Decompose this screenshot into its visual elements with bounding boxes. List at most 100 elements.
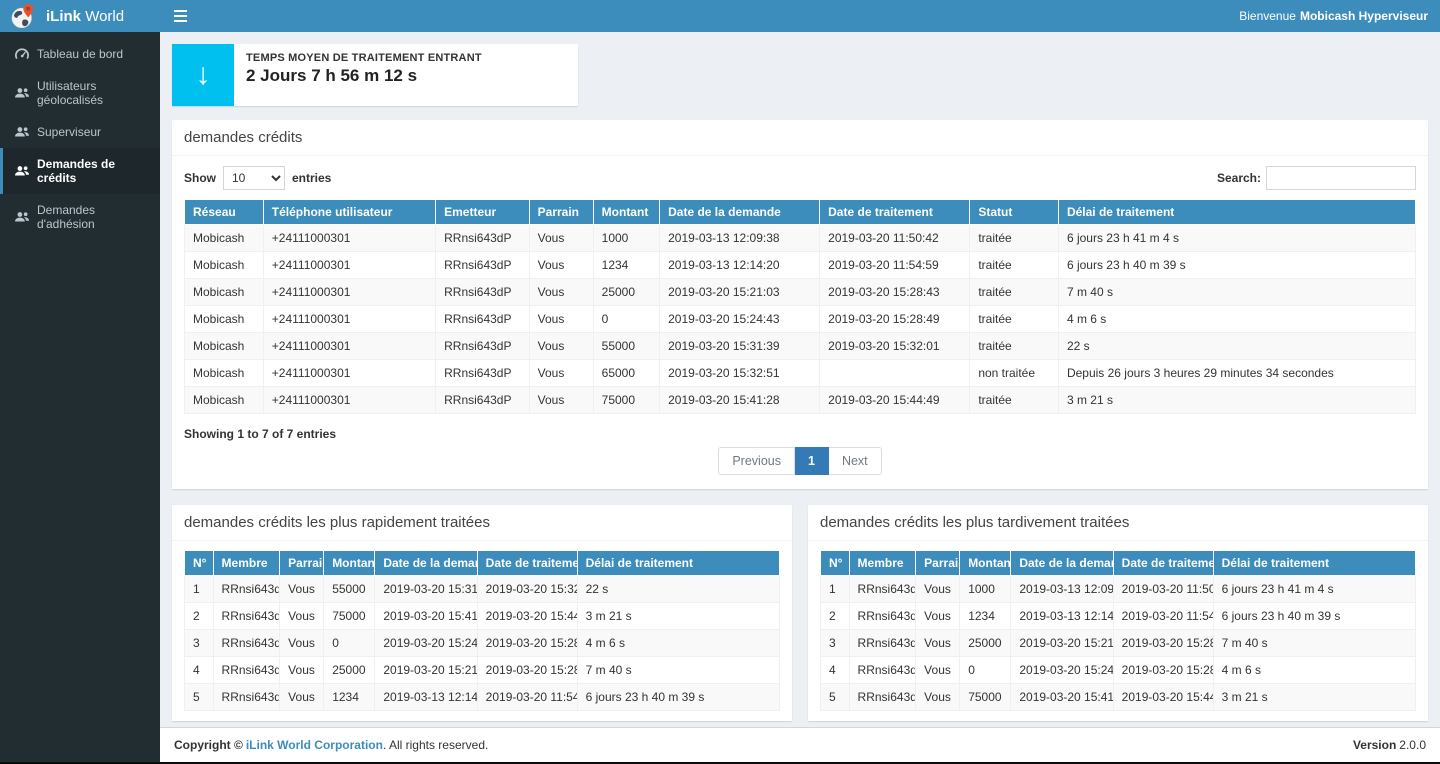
- column-header[interactable]: Date de la demande: [660, 200, 820, 225]
- column-header[interactable]: Date de la demande: [1011, 551, 1113, 576]
- table-header-row: RéseauTéléphone utilisateurEmetteurParra…: [185, 200, 1416, 225]
- column-header[interactable]: Date de traitement: [1113, 551, 1213, 576]
- cell: 1000: [593, 225, 659, 252]
- version-value: 2.0.0: [1399, 738, 1426, 752]
- search-label: Search:: [1217, 171, 1261, 185]
- cell: 3 m 21 s: [1058, 387, 1415, 414]
- cell: RRnsi643dP: [849, 603, 916, 630]
- column-header[interactable]: Date de traitement: [477, 551, 577, 576]
- cell: RRnsi643dP: [436, 225, 530, 252]
- demandes-credits-panel: demandes crédits Show 10 entries Search:: [172, 120, 1428, 489]
- cell: +24111000301: [263, 279, 435, 306]
- column-header[interactable]: Date de traitement: [820, 200, 970, 225]
- cell: 1234: [960, 603, 1011, 630]
- column-header[interactable]: Téléphone utilisateur: [263, 200, 435, 225]
- sidebar-item-tableau-de-bord[interactable]: Tableau de bord: [0, 38, 160, 70]
- table-row: Mobicash+24111000301RRnsi643dPVous650002…: [185, 360, 1416, 387]
- cell: 7 m 40 s: [1058, 279, 1415, 306]
- cell: 2019-03-20 15:32:01: [820, 333, 970, 360]
- cell: RRnsi643dP: [436, 306, 530, 333]
- sidebar-item-utilisateurs-geolocalises[interactable]: Utilisateurs géolocalisés: [0, 70, 160, 116]
- welcome-text[interactable]: BienvenueMobicash Hyperviseur: [1239, 9, 1428, 23]
- cell: 5: [821, 684, 850, 711]
- app-window: iLink World Tableau de bord Utili: [0, 0, 1440, 762]
- cell: 22 s: [1058, 333, 1415, 360]
- sidebar-item-demandes-de-credits[interactable]: Demandes de crédits: [0, 148, 160, 194]
- column-header[interactable]: Parrain: [280, 551, 324, 576]
- rapidement-traitees-table: N°MembreParrainMontantDate de la demande…: [184, 551, 780, 711]
- users-icon: [14, 126, 29, 138]
- cell: 2019-03-20 15:31:39: [660, 333, 820, 360]
- column-header[interactable]: Emetteur: [436, 200, 530, 225]
- sidebar-item-superviseur[interactable]: Superviseur: [0, 116, 160, 148]
- cell: +24111000301: [263, 387, 435, 414]
- column-header[interactable]: Délai de traitement: [1058, 200, 1415, 225]
- welcome-prefix: Bienvenue: [1239, 9, 1296, 23]
- stat-card-label: TEMPS MOYEN DE TRAITEMENT ENTRANT: [246, 52, 482, 64]
- column-header[interactable]: Parrain: [529, 200, 593, 225]
- column-header[interactable]: Date de la demande: [375, 551, 477, 576]
- cell: 2019-03-20 15:24:43: [1011, 657, 1113, 684]
- cell: +24111000301: [263, 306, 435, 333]
- cell: Vous: [529, 387, 593, 414]
- column-header[interactable]: Montant: [324, 551, 375, 576]
- column-header[interactable]: Délai de traitement: [577, 551, 779, 576]
- cell: RRnsi643dP: [213, 630, 280, 657]
- cell: Vous: [529, 333, 593, 360]
- tardivement-traitees-table: N°MembreParrainMontantDate de la demande…: [820, 551, 1416, 711]
- column-header[interactable]: Montant: [593, 200, 659, 225]
- sidebar-nav: Tableau de bord Utilisateurs géolocalisé…: [0, 32, 160, 240]
- cell: RRnsi643dP: [436, 387, 530, 414]
- cell: traitée: [970, 333, 1059, 360]
- table-row: 1RRnsi643dPVous550002019-03-20 15:31:392…: [185, 576, 780, 603]
- cell: 2019-03-20 11:50:42: [820, 225, 970, 252]
- cell: 7 m 40 s: [577, 657, 779, 684]
- cell: 2019-03-13 12:14:20: [660, 252, 820, 279]
- pagination-previous[interactable]: Previous: [718, 447, 795, 475]
- users-icon: [14, 211, 29, 223]
- cell: RRnsi643dP: [213, 684, 280, 711]
- column-header[interactable]: Réseau: [185, 200, 264, 225]
- entries-select[interactable]: 10: [223, 166, 285, 190]
- cell: 2019-03-13 12:14:20: [375, 684, 477, 711]
- cell: traitée: [970, 387, 1059, 414]
- cell: 2019-03-20 11:50:42: [1113, 576, 1213, 603]
- cell: 6 jours 23 h 40 m 39 s: [577, 684, 779, 711]
- column-header[interactable]: Montant: [960, 551, 1011, 576]
- cell: 0: [593, 306, 659, 333]
- cell: RRnsi643dP: [213, 657, 280, 684]
- cell: 2019-03-20 15:44:49: [477, 603, 577, 630]
- cell: 55000: [324, 576, 375, 603]
- cell: 55000: [593, 333, 659, 360]
- column-header[interactable]: N°: [185, 551, 214, 576]
- pagination-next[interactable]: Next: [829, 447, 882, 475]
- table-row: Mobicash+24111000301RRnsi643dPVous750002…: [185, 387, 1416, 414]
- cell: Vous: [529, 252, 593, 279]
- cell: Vous: [529, 360, 593, 387]
- column-header[interactable]: N°: [821, 551, 850, 576]
- column-header[interactable]: Délai de traitement: [1213, 551, 1415, 576]
- cell: 2019-03-20 15:24:43: [375, 630, 477, 657]
- company-link[interactable]: iLink World Corporation: [246, 738, 383, 752]
- column-header[interactable]: Parrain: [916, 551, 960, 576]
- copyright-text: Copyright ©iLink World Corporation. All …: [174, 738, 488, 752]
- cell: 2019-03-20 15:21:03: [660, 279, 820, 306]
- cell: Mobicash: [185, 252, 264, 279]
- cell: +24111000301: [263, 333, 435, 360]
- column-header[interactable]: Statut: [970, 200, 1059, 225]
- sidebar-item-label: Demandes de crédits: [37, 157, 148, 185]
- cell: 2019-03-20 15:28:43: [1113, 630, 1213, 657]
- cell: traitée: [970, 306, 1059, 333]
- search-input[interactable]: [1266, 166, 1416, 190]
- column-header[interactable]: Membre: [213, 551, 280, 576]
- pagination-page-1[interactable]: 1: [795, 447, 829, 475]
- tardivement-traitees-panel: demandes crédits les plus tardivement tr…: [808, 505, 1428, 721]
- cell: non traitée: [970, 360, 1059, 387]
- table-row: 5RRnsi643dPVous750002019-03-20 15:41:282…: [821, 684, 1416, 711]
- sidebar-item-demandes-adhesion[interactable]: Demandes d'adhésion: [0, 194, 160, 240]
- brand-logo[interactable]: iLink World: [0, 0, 160, 32]
- column-header[interactable]: Membre: [849, 551, 916, 576]
- cell: 4 m 6 s: [577, 630, 779, 657]
- sidebar-toggle-button[interactable]: [172, 6, 189, 26]
- stat-card-value: 2 Jours 7 h 56 m 12 s: [246, 66, 482, 86]
